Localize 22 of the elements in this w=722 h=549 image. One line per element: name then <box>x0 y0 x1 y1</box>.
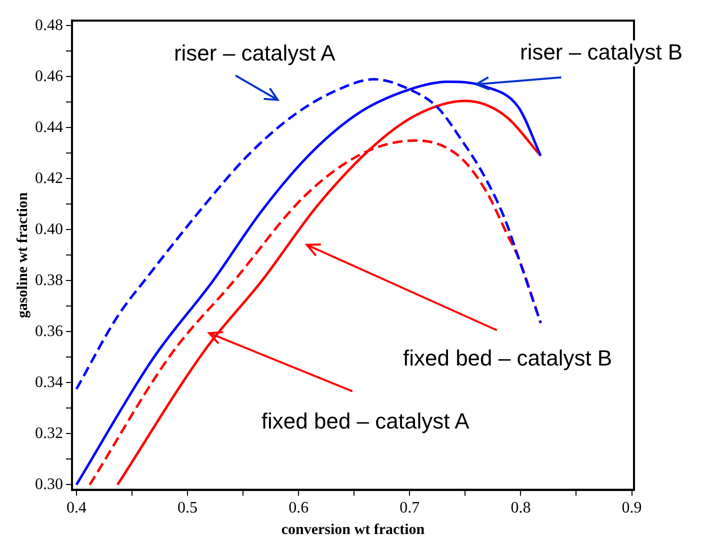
y-tick-label: 0.42 <box>35 170 63 187</box>
x-tick-label: 0.5 <box>178 500 198 517</box>
x-axis-title: conversion wt fraction <box>281 522 426 538</box>
annotation: fixed bed – catalyst B <box>402 345 612 370</box>
annotation: riser – catalyst A <box>174 40 336 66</box>
x-tick-label: 0.7 <box>400 500 420 517</box>
y-tick-label: 0.46 <box>35 68 63 85</box>
x-tick-label: 0.4 <box>66 500 86 517</box>
y-tick-label: 0.36 <box>35 322 63 340</box>
x-tick-label: 0.6 <box>288 500 309 517</box>
y-tick-label: 0.38 <box>35 272 63 289</box>
y-tick-label: 0.34 <box>35 374 63 391</box>
y-tick-label: 0.40 <box>35 220 63 238</box>
annotation: riser – catalyst B <box>520 39 683 64</box>
y-tick-label: 0.44 <box>35 118 63 136</box>
annotation: fixed bed – catalyst A <box>261 408 470 434</box>
y-tick-label: 0.48 <box>35 16 63 34</box>
y-tick-label: 0.30 <box>35 476 63 493</box>
x-tick-label: 0.9 <box>622 500 642 517</box>
x-tick-label: 0.8 <box>510 500 531 517</box>
y-axis-title: gasoline wt fraction <box>14 192 31 318</box>
y-tick-label: 0.32 <box>35 424 63 442</box>
